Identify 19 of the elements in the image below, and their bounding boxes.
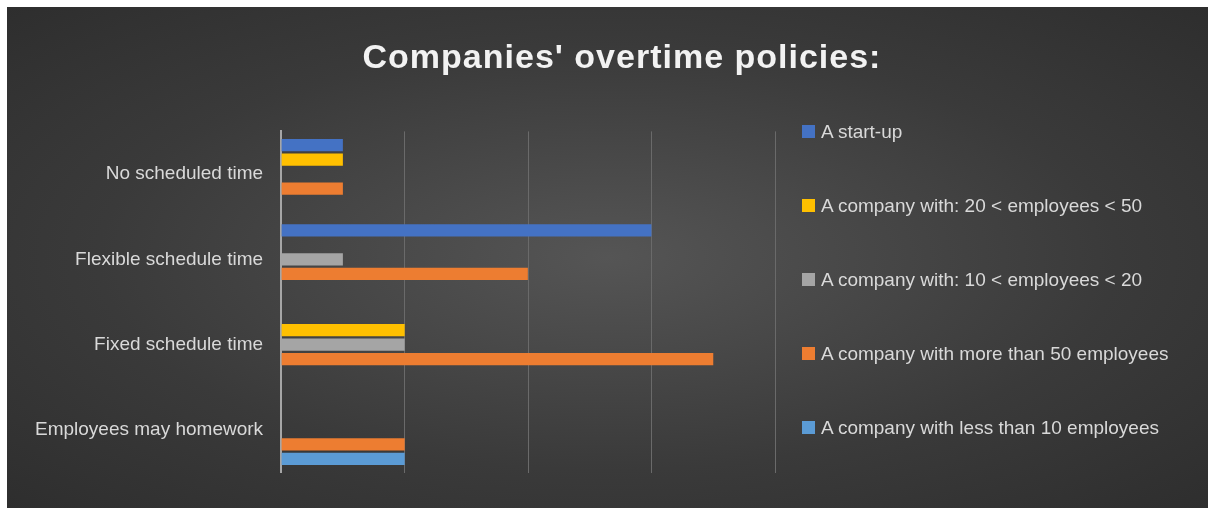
legend-label: A company with: 10 < employees < 20	[821, 268, 1143, 292]
y-tick-label: Flexible schedule time	[75, 247, 264, 269]
bar	[281, 138, 343, 152]
legend-label: A company with more than 50 employees	[821, 342, 1169, 366]
y-tick-label: Fixed schedule time	[94, 332, 264, 354]
bar	[281, 323, 405, 337]
y-tick-label: Employees may homework	[34, 418, 264, 440]
bar	[281, 182, 343, 195]
bar	[281, 153, 343, 166]
bar	[281, 267, 528, 281]
y-tick-label: No scheduled time	[105, 162, 264, 184]
chart-title: Companies' overtime policies:	[361, 37, 883, 76]
bar	[281, 452, 405, 466]
legend-label: A company with: 20 < employees < 50	[821, 194, 1143, 218]
legend-label: A start-up	[821, 120, 903, 144]
bar	[281, 438, 405, 451]
bar	[281, 352, 714, 366]
legend-label: A company with less than 10 employees	[821, 416, 1159, 440]
bar	[281, 224, 652, 237]
